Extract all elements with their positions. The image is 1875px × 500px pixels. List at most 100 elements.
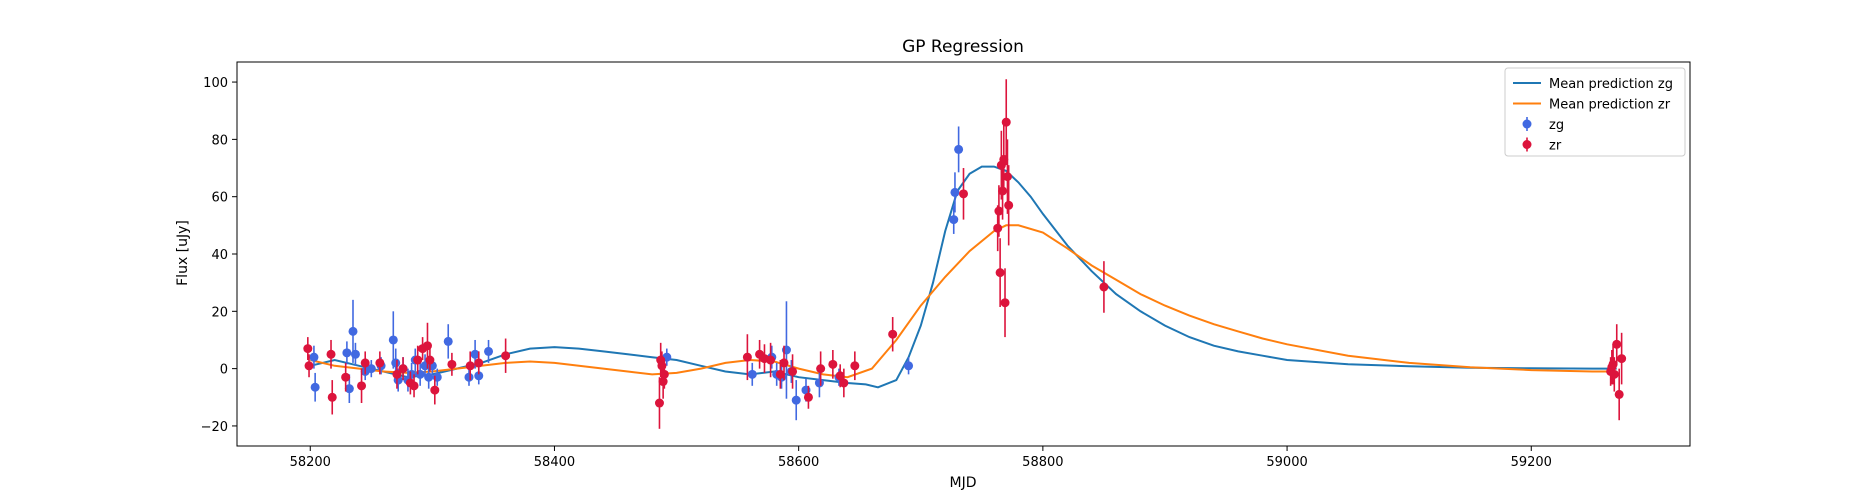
legend-box	[1504, 67, 1686, 157]
data-point-zg	[344, 384, 354, 394]
data-point-zg	[464, 372, 474, 382]
data-point-zr	[742, 352, 752, 362]
y-tick-label: 20	[211, 305, 228, 320]
data-point-zr	[392, 369, 402, 379]
data-point-zg	[474, 371, 484, 381]
data-point-zr	[1617, 354, 1627, 364]
legend-label: Mean prediction zg	[1549, 77, 1673, 92]
legend: Mean prediction zg Mean prediction zr zg zr	[1504, 67, 1686, 157]
data-point-zr	[959, 189, 968, 199]
data-point-zr	[995, 268, 1005, 278]
data-point-zr	[775, 369, 785, 379]
data-point-zr	[447, 359, 457, 369]
data-point-zr	[409, 381, 419, 391]
data-point-zg	[949, 215, 959, 225]
y-tick-label: 0	[220, 363, 228, 378]
data-point-zg	[388, 335, 398, 345]
data-point-zr	[1099, 282, 1109, 292]
data-point-zr	[425, 355, 435, 365]
data-point-zr	[1001, 117, 1011, 127]
legend-label: zr	[1549, 139, 1562, 154]
data-point-zg	[470, 349, 480, 359]
data-point-zg	[814, 378, 824, 388]
data-point-zr	[413, 355, 423, 365]
data-point-zg	[950, 187, 960, 197]
data-point-zr	[888, 329, 898, 339]
y-tick-label: 40	[211, 248, 228, 263]
data-point-zr	[1000, 298, 1010, 308]
data-point-zr	[1004, 200, 1014, 210]
data-point-zg	[424, 372, 434, 382]
data-point-zr	[304, 361, 314, 371]
data-point-zr	[422, 341, 432, 351]
data-point-zr	[501, 351, 511, 361]
x-tick-label: 58600	[778, 455, 819, 470]
chart-title: GP Regression	[902, 37, 1024, 57]
data-point-zg	[747, 369, 757, 379]
data-point-zr	[788, 366, 798, 376]
data-point-zg	[366, 364, 376, 374]
data-point-zr	[850, 361, 860, 371]
x-tick-label: 58800	[1022, 455, 1063, 470]
data-point-zg	[484, 346, 494, 356]
data-point-zg	[443, 336, 453, 346]
x-tick-label: 59000	[1266, 455, 1307, 470]
x-tick-label: 59200	[1511, 455, 1552, 470]
x-axis-ticks: 58200 58400 58600 58800 59000 59200	[290, 446, 1552, 470]
y-tick-label: 80	[211, 133, 228, 148]
legend-point-marker	[1522, 119, 1532, 129]
legend-label: zg	[1549, 118, 1564, 133]
data-point-zr	[654, 398, 664, 408]
x-tick-label: 58400	[534, 455, 575, 470]
data-point-zr	[839, 378, 849, 388]
data-point-zr	[1609, 369, 1619, 379]
data-point-zr	[341, 372, 351, 382]
data-point-zg	[309, 352, 319, 362]
legend-point-marker	[1522, 140, 1532, 149]
data-point-zr	[327, 392, 337, 402]
data-point-zr	[465, 361, 475, 371]
data-point-zr	[357, 381, 367, 391]
y-tick-label: 100	[203, 76, 228, 91]
data-point-zr	[1614, 389, 1624, 399]
data-point-zr	[1612, 339, 1622, 349]
data-point-zr	[326, 349, 336, 359]
mean-prediction-line-zg	[310, 165, 1617, 389]
data-point-zg	[954, 144, 964, 154]
data-point-zr	[766, 355, 776, 365]
data-point-zr	[430, 385, 440, 395]
data-point-zr	[303, 344, 313, 354]
data-point-zr	[993, 223, 1003, 233]
data-point-zg	[904, 361, 914, 371]
data-point-zg	[342, 348, 352, 358]
data-point-zr	[360, 358, 370, 368]
data-point-zg	[391, 358, 401, 368]
data-point-zr	[816, 364, 826, 374]
data-point-zr	[835, 371, 845, 381]
y-tick-label: 60	[211, 191, 228, 206]
data-point-zr	[474, 358, 484, 368]
data-point-zr	[659, 369, 669, 379]
data-point-zg	[310, 382, 320, 392]
data-point-zr	[779, 358, 789, 368]
x-tick-label: 58200	[290, 455, 331, 470]
y-tick-label: −20	[201, 420, 228, 435]
data-point-zr	[828, 359, 838, 369]
data-point-zr	[398, 364, 408, 374]
data-point-zr	[994, 206, 1004, 216]
data-point-zg	[791, 395, 801, 405]
observation-points	[303, 79, 1627, 429]
data-point-zr	[998, 186, 1008, 196]
mean-prediction-line-zr	[310, 224, 1617, 379]
data-point-zr	[1608, 359, 1618, 369]
y-axis-label: Flux [uJy]	[175, 220, 191, 286]
x-axis-label: MJD	[950, 475, 977, 491]
data-point-zr	[375, 358, 385, 368]
y-axis-ticks: −20 0 20 40 60 80 100	[201, 76, 237, 435]
legend-label: Mean prediction zr	[1549, 98, 1671, 113]
data-point-zg	[348, 326, 358, 336]
data-point-zr	[803, 392, 813, 402]
plot-frame	[236, 61, 1691, 447]
